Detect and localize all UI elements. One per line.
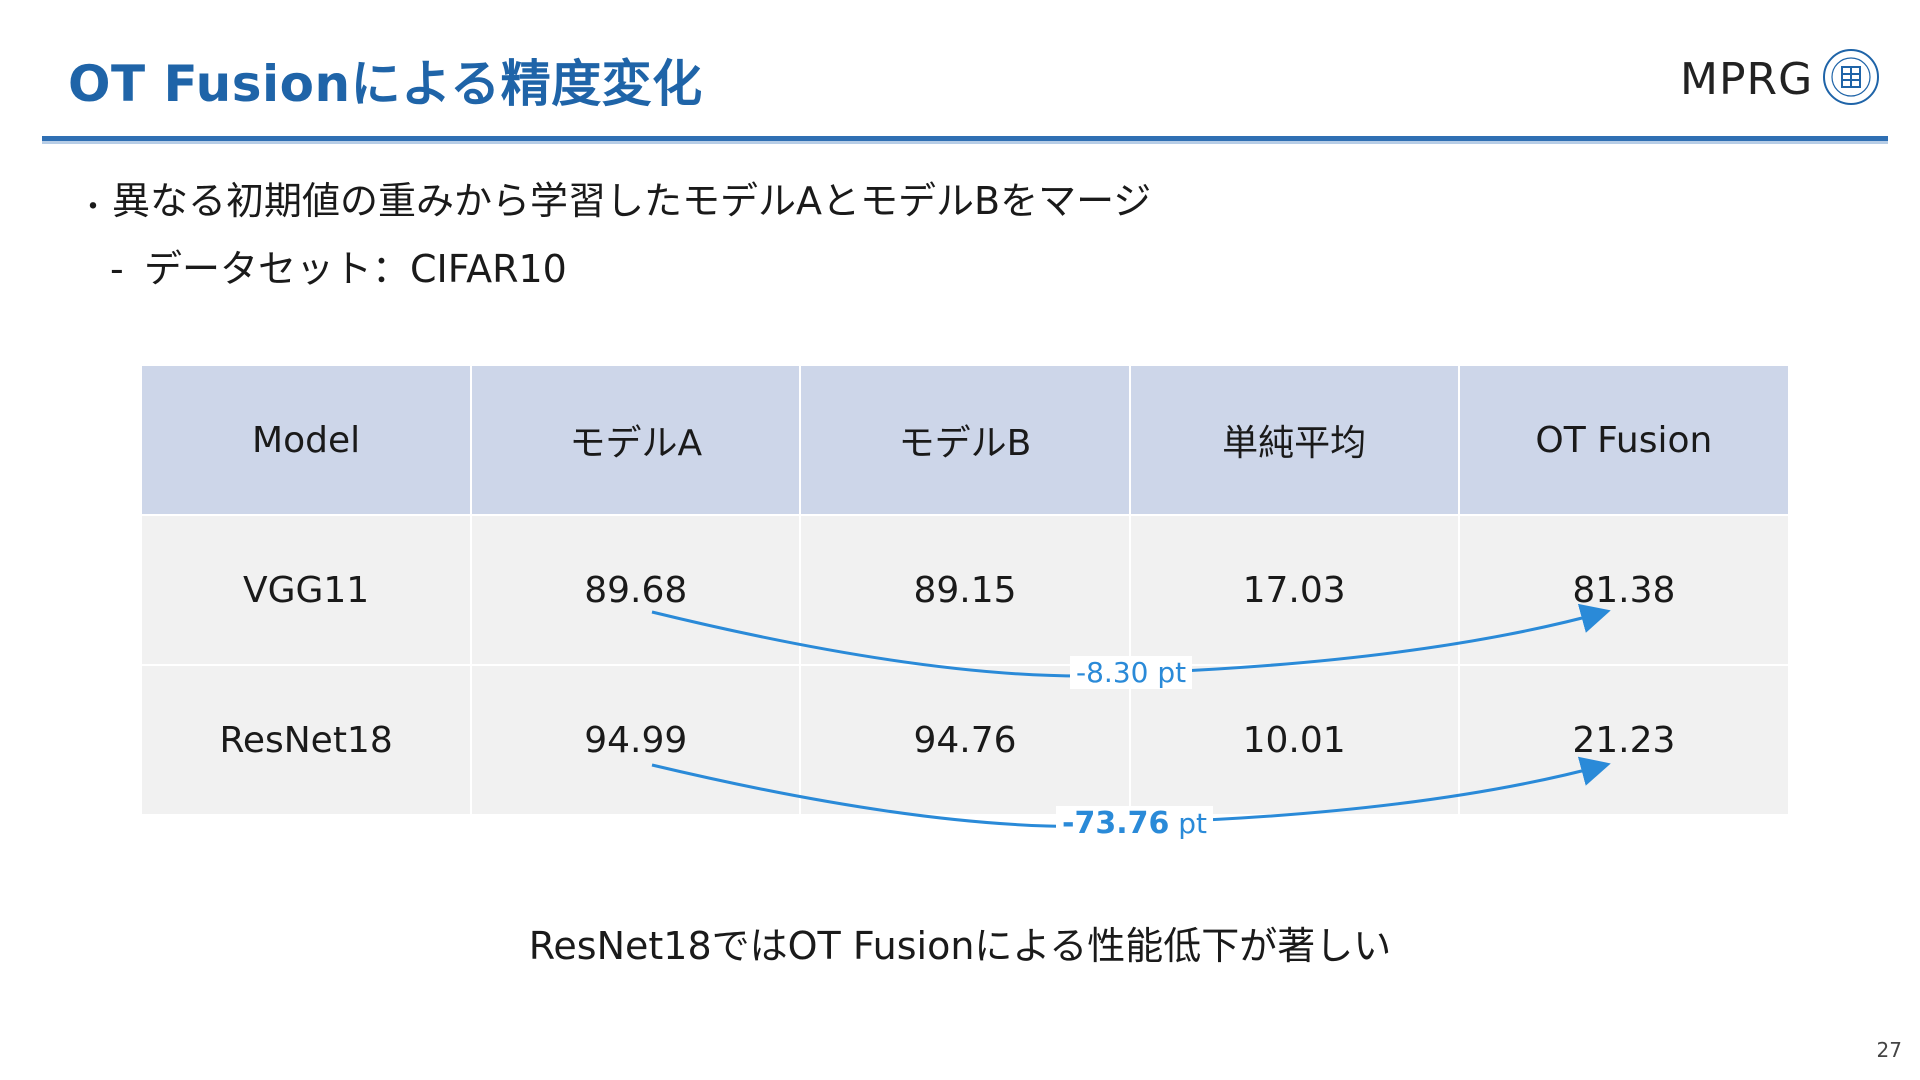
bullet-sub-text: データセット：CIFAR10 [144,247,567,291]
table-header-row: Model モデルA モデルB 単純平均 OT Fusion [142,366,1788,515]
table-cell: VGG11 [142,514,473,665]
table-cell: 81.38 [1458,514,1788,665]
bullet-sub: - データセット：CIFAR10 [110,238,567,293]
table-row: ResNet18 94.99 94.76 10.01 21.23 [142,664,1788,814]
table-cell: 94.99 [471,664,802,814]
bullet-main: ・異なる初期値の重みから学習したモデルAとモデルBをマージ [78,170,1151,226]
title-divider-shadow [42,141,1888,144]
table-cell: 21.23 [1458,664,1788,814]
header-cell: Model [142,366,473,515]
bullet-main-text: 異なる初期値の重みから学習したモデルAとモデルBをマージ [112,179,1152,223]
logo-text: MPRG [1680,54,1814,105]
header-cell: OT Fusion [1458,366,1788,515]
mprg-logo: MPRG [1680,48,1880,112]
title-divider [42,136,1888,141]
bullet-marker: ・ [78,189,108,225]
table-cell: 89.68 [471,514,802,665]
table-cell: ResNet18 [142,664,473,814]
table-cell: 17.03 [1129,514,1460,665]
vgg-diff-label: -8.30 pt [1070,656,1193,689]
resnet-diff-value: -73.76 [1062,806,1170,841]
header-cell: 単純平均 [1129,366,1460,515]
resnet-diff-unit: pt [1169,807,1207,840]
header-cell: モデルA [471,366,802,515]
resnet-diff-label: -73.76 pt [1056,806,1213,841]
slide-title: OT Fusionによる精度変化 [68,55,703,113]
header-cell: モデルB [800,366,1131,515]
table-cell: 89.15 [800,514,1131,665]
table-row: VGG11 89.68 89.15 17.03 81.38 [142,514,1788,665]
page-number: 27 [1876,1038,1902,1062]
results-table: Model モデルA モデルB 単純平均 OT Fusion VGG11 89.… [142,366,1788,814]
university-seal-icon [1823,49,1879,105]
conclusion-text: ResNet18ではOT Fusionによる性能低下が著しい [528,924,1392,968]
sub-bullet-marker: - [110,247,124,291]
